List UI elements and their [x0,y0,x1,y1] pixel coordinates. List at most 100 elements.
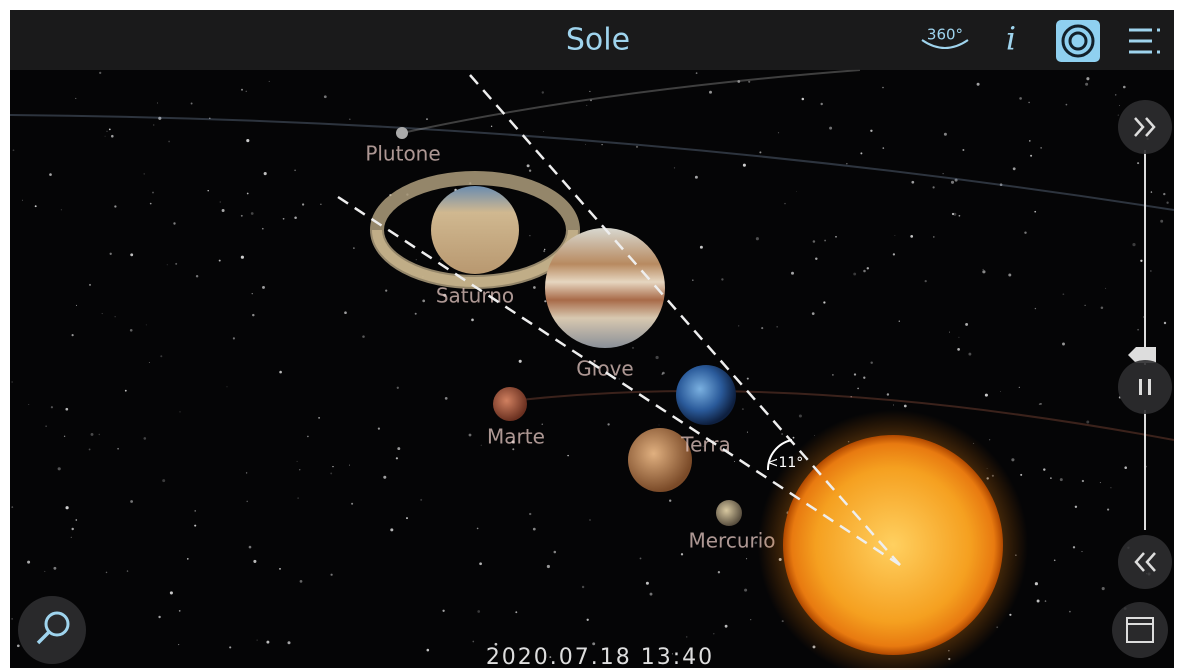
star [1019,387,1020,388]
star [158,616,160,618]
star [1060,478,1063,481]
star [1037,600,1040,603]
star [1035,308,1036,309]
star [76,305,77,306]
calendar-button[interactable] [1112,602,1168,658]
star [1119,105,1120,106]
star [241,256,244,259]
fast-forward-button[interactable] [1118,100,1172,154]
star [544,249,545,250]
star [246,501,248,503]
star [933,186,935,188]
star [1075,506,1077,508]
star [744,589,747,592]
star [846,163,847,164]
view-360-label: 360° [927,26,963,44]
star [747,432,748,433]
star [587,619,589,621]
page: {"header": {"title": "Sole", "view_360":… [0,0,1184,670]
star [1050,477,1052,479]
star [983,269,984,270]
star [1132,243,1135,246]
star [252,293,253,294]
star [533,286,536,289]
star [257,640,258,641]
star [153,125,154,126]
star [734,461,735,462]
star [1040,403,1042,405]
star [543,250,545,252]
star [406,517,408,519]
saturn[interactable] [431,186,519,274]
star [99,72,101,74]
star [222,209,225,212]
star [324,95,327,98]
star [1100,482,1101,483]
icon [1139,379,1142,395]
star [106,572,108,574]
star [529,235,530,236]
jupiter[interactable] [545,228,665,348]
title: Sole [566,23,630,58]
star [1137,162,1139,164]
star [114,205,116,207]
star [793,437,795,439]
star [1081,551,1082,552]
star [246,139,249,142]
star [229,646,231,648]
planet-label: Plutone [365,142,440,166]
star [252,314,254,316]
star [173,222,175,224]
star [543,131,544,132]
star [226,386,227,387]
star [529,513,531,515]
rewind-button[interactable] [1118,535,1172,589]
star [1034,211,1036,213]
star [11,506,13,508]
star [58,467,61,470]
star [870,361,872,363]
star [61,209,62,210]
star [320,204,321,205]
star [799,414,802,417]
pluto[interactable] [396,127,408,139]
star [1124,466,1127,469]
star [965,323,968,326]
star [349,119,351,121]
star [863,270,866,273]
pause-button[interactable] [1118,360,1172,414]
orbit-view-button[interactable] [1056,20,1100,62]
star [294,217,297,220]
button-bg [1118,360,1172,414]
star [738,325,739,326]
star [1101,306,1104,309]
star [427,649,430,652]
earth[interactable] [676,365,736,425]
star [481,445,482,446]
star [102,313,103,314]
star [383,476,386,479]
star [835,236,837,238]
star [695,176,698,179]
star [748,81,750,83]
star [125,390,127,392]
mars[interactable] [493,387,527,421]
star [269,81,270,82]
star [144,173,145,174]
star [241,89,243,91]
star [477,528,479,530]
star [756,237,759,240]
star [75,519,77,521]
star [957,348,960,351]
search-button[interactable] [18,596,86,664]
mercury[interactable] [716,500,742,526]
star [105,136,106,137]
star [175,263,177,265]
info-button[interactable]: i [1006,20,1016,58]
star [585,144,586,145]
star [1043,468,1045,470]
star [519,360,522,363]
planet-label: Marte [487,425,545,449]
star [51,406,53,408]
star [791,272,794,275]
